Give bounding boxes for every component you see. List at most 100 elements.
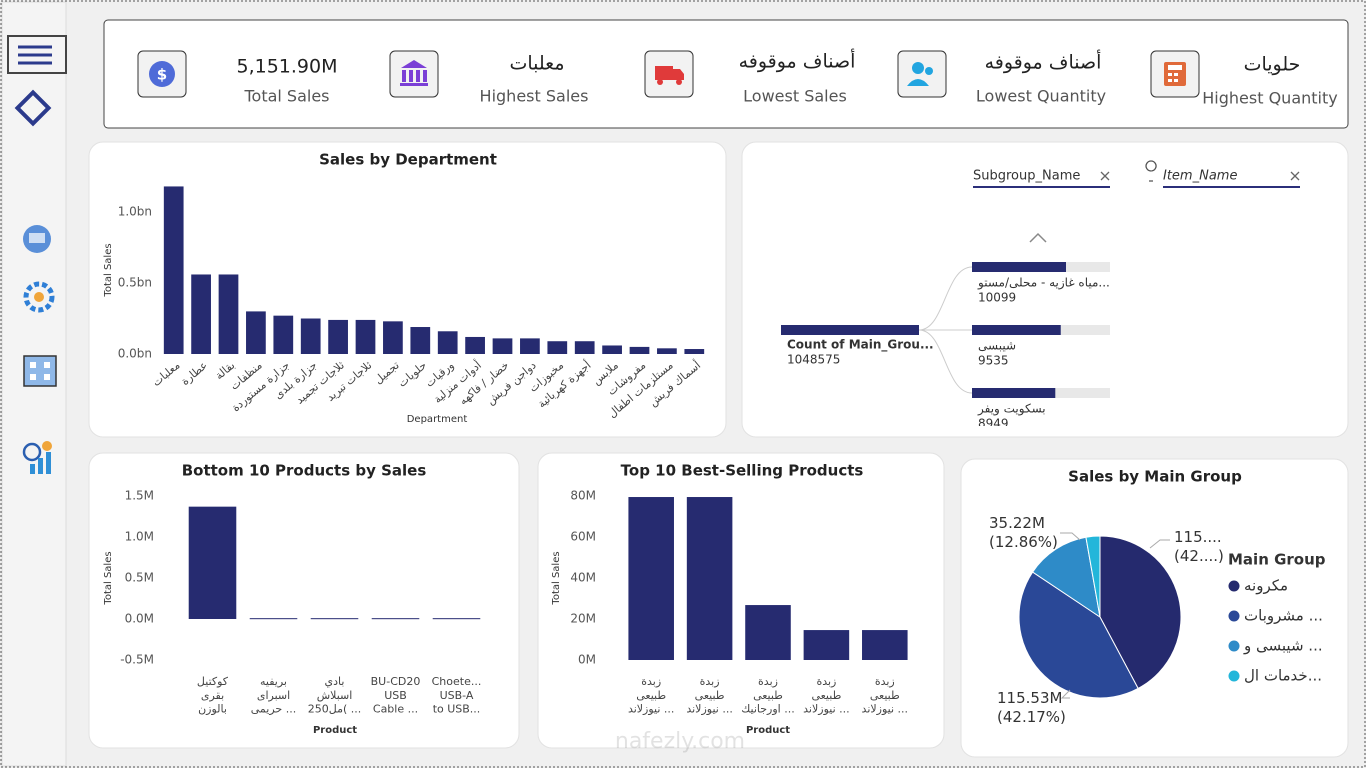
kpi-label: Highest Quantity [1202,89,1337,108]
y-tick-label: 0.0bn [118,347,152,361]
bar [745,605,791,660]
y-tick-label: 1.0bn [118,205,152,219]
node-value: 9535 [978,354,1009,368]
filter-label: Subgroup_Name [973,169,1080,184]
x-tick-label: زبدة طبيعى اورجانيك ... [741,675,794,716]
x-tick-label: زبدة طبيعى نيوزلاند ... [803,675,849,716]
kpi-value: 5,151.90M [236,56,337,78]
y-tick-label: 1.5M [125,489,154,503]
root-label: Count of Main_Grou... [787,338,934,353]
x-tick-label: بادي اسبلاش 250مل( ... [308,675,362,716]
bar [803,630,850,660]
bar [246,311,266,354]
bar [972,388,1056,398]
y-tick-label: 40M [570,571,596,585]
bar [163,186,184,354]
watermark: nafezly.com [615,729,745,754]
legend-label: شيبسى و ... [1243,637,1323,655]
bar [249,618,298,620]
bar [657,348,677,354]
kpi-value: حلويات [1244,54,1301,76]
legend-marker [1228,670,1240,682]
bar [383,321,403,354]
legend-label: خدمات ال... [1244,667,1322,685]
connector [918,329,973,394]
y-tick-label: 0.5M [125,571,154,585]
bar [492,338,513,354]
filter-label: Item_Name [1163,169,1237,184]
y-axis-label: Total Sales [551,551,562,605]
pie-slice [1085,535,1101,618]
pie-slice [1099,535,1182,690]
bar [972,325,1061,335]
root-value: 1048575 [787,353,840,367]
kpi-value: أصناف موقوفه [739,49,856,73]
bar [520,338,540,354]
y-tick-label: 80M [570,489,596,503]
chart-title: Bottom 10 Products by Sales [182,462,427,480]
decomposition-tree: Subgroup_Name Item_Name Count of Main_Grou… [781,160,1300,426]
leader-line [1060,532,1081,541]
bar [410,327,431,354]
data-label: 115.... (42....) [1174,528,1224,565]
kpi-label: Total Sales [243,87,329,106]
x-tick-label: BU-CD20 USB Cable ... [371,675,421,716]
pie-slice [1031,536,1101,619]
bar [465,336,485,354]
kpi-label: Lowest Sales [743,87,847,106]
bar [273,315,294,354]
node-label: مياه غازيه - محلى/مستو... [977,276,1110,291]
bar [686,497,733,660]
kpi-label: Highest Sales [480,87,589,106]
bar [602,345,622,354]
node-value: 10099 [978,291,1016,305]
bar [218,274,239,354]
x-tick-label: زبدة طبيعى نيوزلاند ... [686,675,732,716]
x-tick-label: زبدة طبيعى نيوزلاند ... [862,675,908,716]
nav-icon[interactable] [14,89,52,127]
legend-label: مكرونه [1244,577,1288,595]
x-tick-label: كوكتيل بقرى بالوزن [197,675,229,716]
y-axis-label: Total Sales [103,551,114,605]
menu-button[interactable] [7,35,67,74]
chart-card [88,141,727,438]
y-tick-label: 20M [570,612,596,626]
kpi-icon: $ [137,50,187,98]
root-bar [781,325,919,335]
y-axis-label: Total Sales [103,243,114,297]
y-tick-label: -0.5M [120,653,154,667]
y-tick-label: 60M [570,530,596,544]
bar [437,331,458,354]
kpi-value: أصناف موقوفه [985,50,1102,74]
data-label: 115.53M (42.17%) [997,689,1066,726]
kpi-icon [644,50,694,98]
leader-line [1149,539,1170,549]
bar [629,346,650,354]
pie-slice [1018,571,1139,699]
kpi-icon [389,50,439,98]
bar [328,319,348,354]
bar [300,318,321,354]
x-axis-label: Department [407,414,468,425]
nav-icon[interactable] [23,355,57,387]
legend-marker [1228,640,1240,652]
nav-icon[interactable] [22,441,52,474]
clear-filter[interactable] [1100,171,1110,181]
bulb-icon [1145,160,1157,182]
y-tick-label: 0.0M [125,612,154,626]
bar [972,262,1066,272]
bar [547,341,568,354]
scroll-up [1029,232,1047,243]
nav-icon[interactable] [23,225,51,253]
kpi-label: Lowest Quantity [976,87,1106,106]
clear-filter[interactable] [1290,171,1300,181]
nav-icon[interactable] [23,281,55,313]
bar [188,506,237,619]
bar [310,618,359,620]
kpi-icon [897,50,947,98]
chart-card [741,141,1349,438]
chart-title: Top 10 Best-Selling Products [621,462,864,480]
bar [628,497,674,660]
kpi-icon [1150,50,1200,98]
